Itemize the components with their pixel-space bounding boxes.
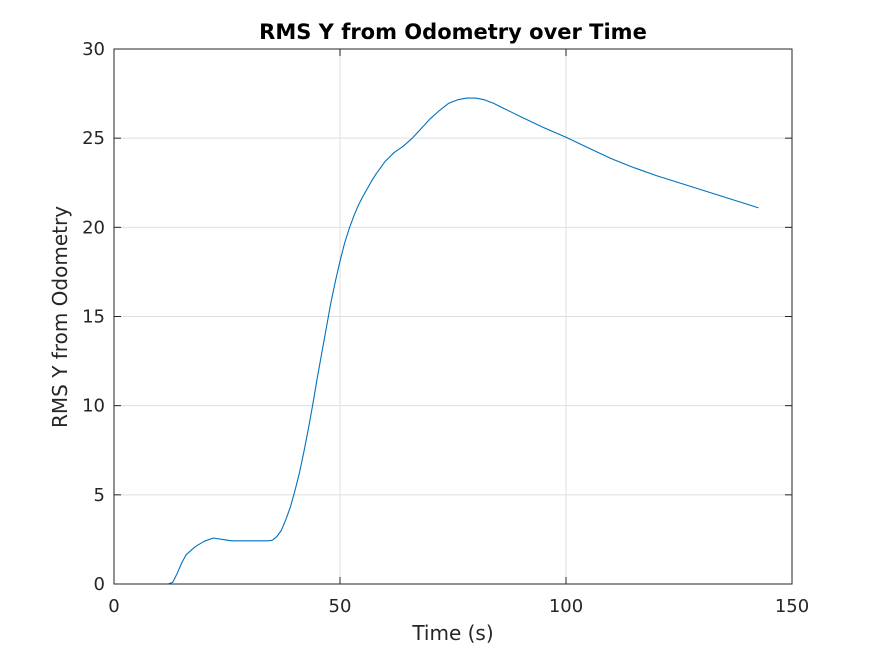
chart-title: RMS Y from Odometry over Time [259, 20, 647, 44]
ticks: 0 50 100 150 0 5 10 15 20 25 30 [82, 39, 809, 617]
x-tick-label: 50 [329, 596, 352, 617]
y-tick-label: 5 [94, 485, 105, 506]
x-tick-label: 150 [775, 596, 809, 617]
y-tick-label: 20 [82, 217, 105, 238]
y-tick-label: 0 [94, 574, 105, 595]
x-axis-label: Time (s) [411, 621, 493, 645]
y-axis-label: RMS Y from Odometry [48, 206, 72, 428]
x-tick-label: 0 [108, 596, 119, 617]
series-line [131, 97, 759, 585]
series-layer [131, 97, 759, 585]
x-tick-label: 100 [549, 596, 583, 617]
y-tick-label: 25 [82, 128, 105, 149]
y-tick-label: 15 [82, 307, 105, 328]
y-tick-label: 10 [82, 396, 105, 417]
y-tick-label: 30 [82, 39, 105, 60]
